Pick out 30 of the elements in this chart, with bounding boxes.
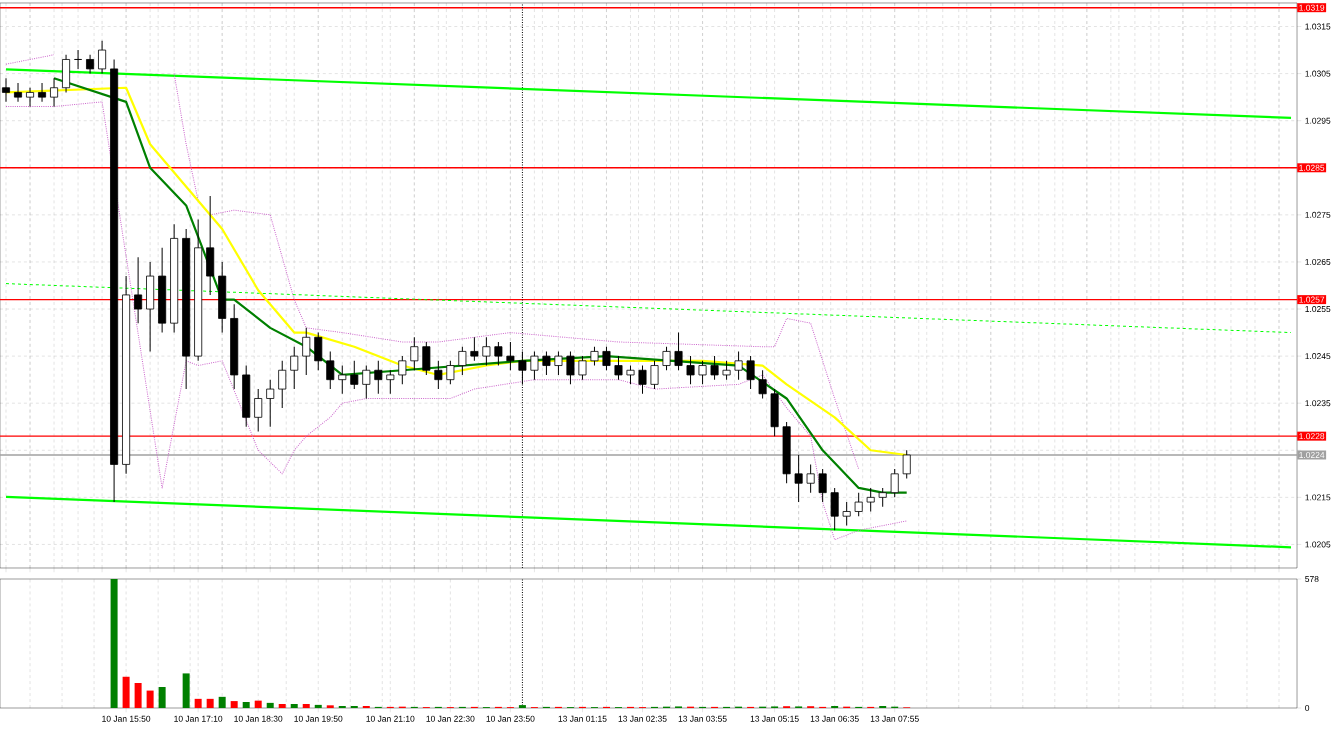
y-tick-label: 1.0205	[1305, 541, 1331, 548]
x-tick-label: 13 Jan 02:35	[618, 715, 667, 722]
ref-line-label: 1.0285	[1299, 164, 1325, 171]
x-tick-label: 10 Jan 17:10	[174, 715, 223, 722]
x-tick-label: 13 Jan 06:35	[810, 715, 859, 722]
x-tick-label: 10 Jan 22:30	[426, 715, 475, 722]
y-tick-label: 1.0315	[1305, 23, 1331, 30]
y-tick-label: 1.0295	[1305, 117, 1331, 124]
ref-line-label: 1.0228	[1299, 433, 1325, 440]
x-tick-label: 13 Jan 03:55	[678, 715, 727, 722]
x-tick-label: 10 Jan 18:30	[234, 715, 283, 722]
y-tick-label: 1.0215	[1305, 494, 1331, 501]
y-tick-label: 1.0305	[1305, 70, 1331, 77]
y-tick-label: 1.0265	[1305, 258, 1331, 265]
y-tick-label: 0	[1305, 705, 1310, 711]
x-tick-label: 10 Jan 19:50	[294, 715, 343, 722]
y-tick-label: 1.0275	[1305, 211, 1331, 218]
x-tick-label: 10 Jan 21:10	[366, 715, 415, 722]
x-tick-label: 13 Jan 05:15	[750, 715, 799, 722]
x-tick-label: 10 Jan 15:50	[102, 715, 151, 722]
x-tick-label: 10 Jan 23:50	[486, 715, 535, 722]
y-tick-label: 1.0255	[1305, 306, 1331, 313]
ref-line-label: 1.0224	[1299, 452, 1325, 458]
y-tick-label: 578	[1305, 576, 1319, 582]
ref-line-label: 1.0257	[1299, 296, 1325, 303]
y-tick-label: 1.0235	[1305, 400, 1331, 407]
y-tick-label: 1.0245	[1305, 353, 1331, 360]
ref-line-label: 1.0319	[1299, 4, 1325, 11]
x-tick-label: 13 Jan 07:55	[870, 715, 919, 722]
x-tick-label: 13 Jan 01:15	[558, 715, 607, 722]
